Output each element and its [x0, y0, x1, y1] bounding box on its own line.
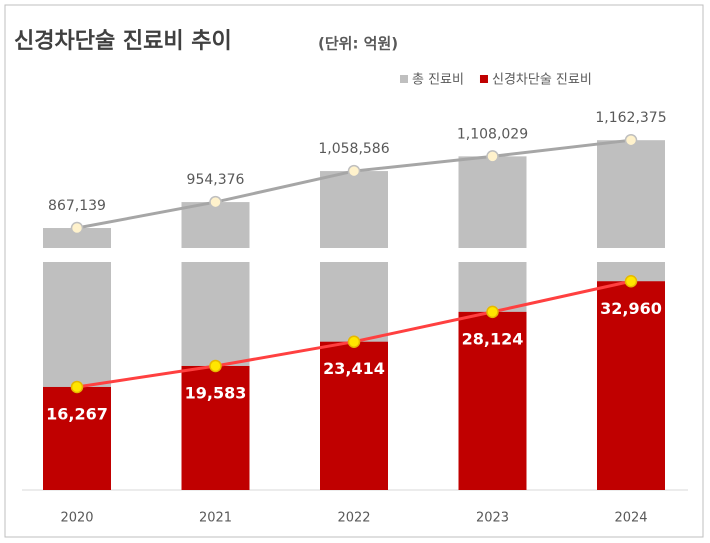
bar [597, 281, 665, 490]
legend-label: 총 진료비 [412, 73, 464, 88]
data-label: 32,960 [600, 299, 662, 318]
point [347, 164, 361, 178]
chart-subtitle: (단위: 억원) [318, 35, 398, 53]
bar [43, 228, 111, 248]
bar [320, 341, 388, 490]
point [624, 133, 638, 147]
data-label: 954,376 [187, 172, 245, 188]
legend-label: 신경차단술 진료비 [492, 73, 592, 88]
chart-title: 신경차단술 진료비 추이 [14, 29, 232, 54]
legend-swatch [400, 75, 408, 83]
bar [43, 386, 111, 490]
data-label: 23,414 [323, 359, 385, 378]
data-label: 1,108,029 [457, 126, 528, 142]
legend-swatch [479, 75, 488, 83]
point [347, 335, 361, 348]
bar [458, 311, 527, 490]
data-label: 1,058,586 [318, 141, 389, 157]
point [486, 150, 499, 163]
bar [320, 171, 388, 248]
point [624, 275, 638, 288]
x-tick-label: 2024 [614, 511, 647, 526]
data-label: 867,139 [48, 198, 106, 214]
x-tick-label: 2022 [337, 511, 370, 526]
point [209, 195, 222, 209]
bar [181, 365, 250, 490]
x-tick-label: 2020 [60, 511, 93, 526]
data-label: 1,162,375 [595, 110, 666, 126]
data-label: 28,124 [462, 329, 524, 348]
bar [458, 156, 527, 248]
point [70, 221, 84, 235]
point [486, 305, 499, 319]
data-label: 19,583 [185, 383, 247, 402]
x-tick-label: 2021 [199, 511, 232, 526]
data-label: 16,267 [46, 404, 108, 423]
point [209, 359, 222, 373]
bar [597, 140, 665, 248]
bar [181, 202, 250, 248]
point [70, 380, 84, 394]
x-tick-label: 2023 [476, 511, 509, 526]
